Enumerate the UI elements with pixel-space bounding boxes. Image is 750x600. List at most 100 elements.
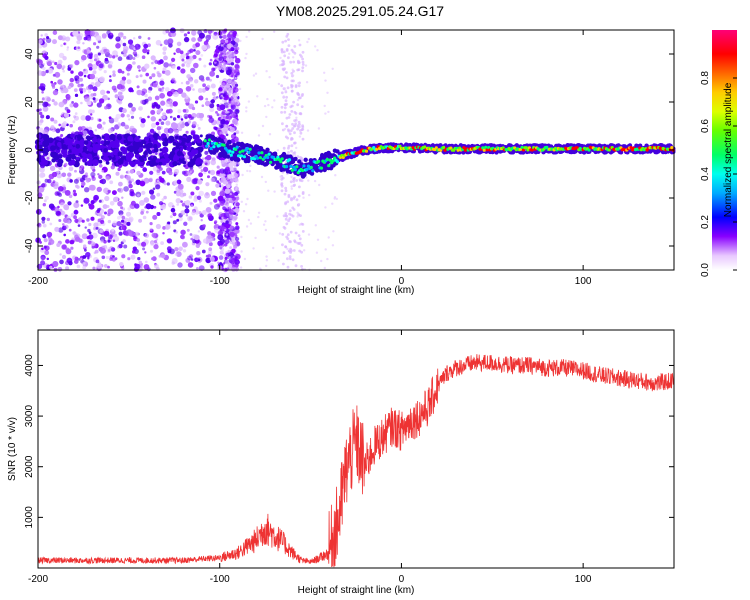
spectrogram-noise-point [190,131,196,136]
spectrogram-noise-point [87,37,92,42]
spectrogram-noise-point [113,117,119,123]
spectrogram-noise-point [121,223,124,227]
spectrogram-noise-point [155,39,162,46]
spectrogram-noise-point [205,97,209,101]
spectrogram-noise-point [278,232,282,235]
spectrogram-noise-point [132,57,136,60]
spectrogram-noise-point [214,59,217,62]
spectrogram-noise-point [295,146,298,150]
spectrogram-noise-point [271,106,274,109]
spectrogram-noise-point [126,221,131,226]
spectrogram-noise-point [260,175,264,179]
spectrogram-noise-point [69,124,73,128]
spectrogram-noise-point [121,225,127,231]
spectrogram-noise-point [153,244,159,250]
spectrogram-noise-point [67,172,72,177]
spectrogram-noise-point [104,264,108,268]
spectrogram-noise-point [280,50,284,54]
spectrogram-track-point [231,150,235,154]
spectrogram-noise-point [107,212,111,217]
spectrogram-noise-point [81,181,86,186]
spectrogram-noise-point [44,195,49,200]
spectrogram-noise-point [110,165,115,170]
spectrogram-noise-point [131,106,137,112]
spectrogram-noise-point [248,30,251,33]
spectrogram-noise-point [83,36,88,41]
spectrogram-band-point [143,150,148,156]
spectrogram-noise-point [162,226,167,230]
spectrogram-noise-point [165,224,171,230]
spectrogram-noise-point [205,257,211,264]
spectrogram-noise-point [112,73,116,77]
spectrogram-noise-point [214,220,218,224]
spectrogram-noise-point [46,217,50,222]
spectrogram-noise-point [316,238,320,241]
spectrogram-noise-point [73,88,78,92]
spectrogram-noise-point [290,175,293,179]
spectrogram-noise-point [192,54,197,60]
spectrogram-noise-point [63,217,69,223]
spectrogram-noise-point [201,104,205,107]
spectrogram-noise-point [66,48,69,51]
spectrogram-noise-point [268,133,272,136]
spectrogram-noise-point [197,179,203,185]
spectrogram-noise-point [52,129,55,133]
spectrogram-noise-point [247,218,251,222]
spectrogram-noise-point [298,237,302,241]
spectrogram-noise-point [107,97,110,101]
spectrogram-band-point [172,161,178,167]
spectrogram-noise-point [283,75,287,79]
spectrogram-track-point [228,149,232,153]
spectrogram-noise-point [95,259,100,264]
spectrogram-noise-point [116,83,123,90]
spectrogram-noise-point [100,247,106,254]
spectrogram-noise-point [172,65,176,69]
spectrogram-noise-point [66,46,70,49]
spectrogram-noise-point [126,114,130,118]
spectrogram-noise-point [208,62,212,66]
spectrogram-noise-point [267,189,270,192]
spectrogram-noise-point [138,35,142,39]
spectrogram-noise-point [172,205,175,208]
spectrogram-noise-point [134,231,140,237]
spectrogram-noise-point [306,129,310,132]
spectrogram-noise-point [142,215,147,220]
spectrogram-band-point [153,144,158,149]
spectrogram-noise-point [97,52,101,56]
spectrogram-track-point [331,159,335,163]
spectrogram-noise-point [225,115,229,120]
spectrogram-band-point [134,136,140,142]
spectrogram-noise-point [142,247,146,251]
spectrogram-noise-point [62,223,65,226]
spectrogram-noise-point [285,48,289,51]
spectrogram-noise-point [229,53,235,59]
spectrogram-noise-point [100,89,106,96]
x-tick-label: 0 [399,276,405,287]
spectrogram-noise-point [73,115,77,119]
spectrogram-track-point [293,168,297,172]
spectrogram-noise-point [290,185,293,188]
spectrogram-noise-point [109,75,112,78]
spectrogram-noise-point [324,248,327,251]
spectrogram-noise-point [149,189,155,195]
spectrogram-noise-point [281,176,285,180]
spectrogram-noise-point [240,200,243,203]
spectrogram-noise-point [62,121,67,126]
spectrogram-noise-point [288,132,292,136]
spectrogram-noise-point [108,54,113,59]
spectrogram-noise-point [99,179,104,184]
spectrogram-noise-point [262,223,266,226]
spectrogram-noise-point [195,186,200,191]
spectrogram-noise-point [213,31,218,36]
spectrogram-noise-point [65,247,70,252]
spectrogram-noise-point [190,204,194,208]
spectrogram-noise-point [155,223,161,230]
spectrogram-band-point [123,139,128,144]
spectrogram-noise-point [74,112,78,115]
spectrogram-noise-point [74,169,77,173]
spectrogram-noise-point [180,200,183,203]
spectrogram-noise-point [40,34,43,37]
spectrogram-noise-point [237,106,240,110]
spectrogram-noise-point [120,175,123,179]
spectrogram-noise-point [217,234,224,241]
